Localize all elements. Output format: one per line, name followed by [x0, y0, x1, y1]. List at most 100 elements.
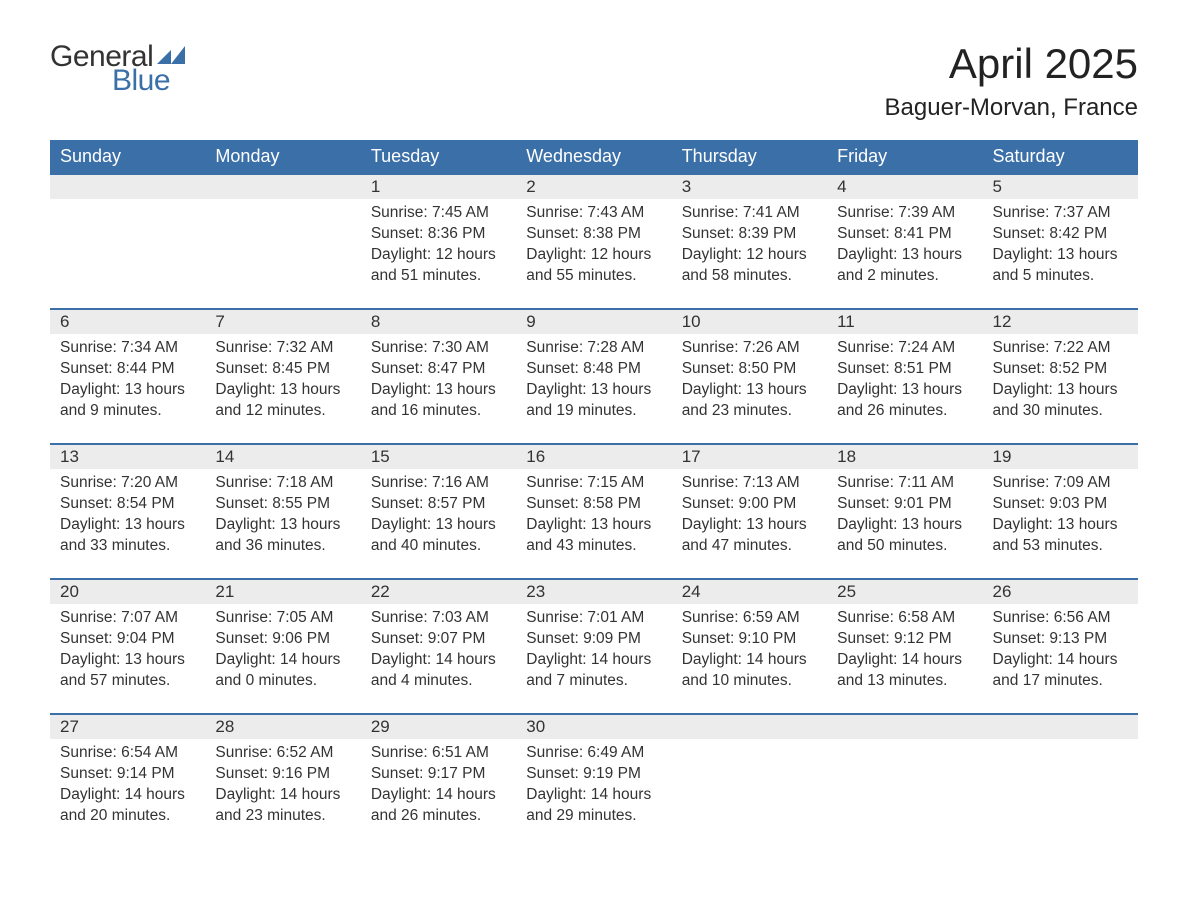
- day2-text: and 57 minutes.: [60, 671, 195, 692]
- day1-text: Daylight: 13 hours: [215, 515, 350, 536]
- sunset-text: Sunset: 9:06 PM: [215, 629, 350, 650]
- day1-text: Daylight: 13 hours: [993, 515, 1128, 536]
- sunrise-text: Sunrise: 7:28 AM: [526, 338, 661, 359]
- day1-text: Daylight: 13 hours: [682, 515, 817, 536]
- day1-text: Daylight: 14 hours: [60, 785, 195, 806]
- day-number-cell: 28: [205, 714, 360, 739]
- day-header: Friday: [827, 140, 982, 174]
- day2-text: and 4 minutes.: [371, 671, 506, 692]
- day-number: 20: [60, 582, 79, 601]
- day-number-cell: 15: [361, 444, 516, 469]
- day-number: 11: [837, 312, 855, 331]
- day-content-cell: Sunrise: 7:45 AMSunset: 8:36 PMDaylight:…: [361, 199, 516, 309]
- day-content-cell: Sunrise: 7:13 AMSunset: 9:00 PMDaylight:…: [672, 469, 827, 579]
- day1-text: Daylight: 13 hours: [60, 515, 195, 536]
- sunset-text: Sunset: 9:00 PM: [682, 494, 817, 515]
- day-number-cell: 12: [983, 309, 1138, 334]
- day-number-cell: 6: [50, 309, 205, 334]
- day-content-cell: [983, 739, 1138, 849]
- day-number: 9: [526, 312, 535, 331]
- calendar-table: Sunday Monday Tuesday Wednesday Thursday…: [50, 140, 1138, 849]
- day-number-cell: 5: [983, 174, 1138, 199]
- sunrise-text: Sunrise: 6:49 AM: [526, 743, 661, 764]
- day1-text: Daylight: 13 hours: [837, 245, 972, 266]
- day-content-cell: Sunrise: 6:59 AMSunset: 9:10 PMDaylight:…: [672, 604, 827, 714]
- day-number-cell: 24: [672, 579, 827, 604]
- day2-text: and 12 minutes.: [215, 401, 350, 422]
- day-number: 29: [371, 717, 390, 736]
- sunset-text: Sunset: 8:36 PM: [371, 224, 506, 245]
- sunset-text: Sunset: 9:07 PM: [371, 629, 506, 650]
- sunrise-text: Sunrise: 7:41 AM: [682, 203, 817, 224]
- day-content-cell: Sunrise: 7:24 AMSunset: 8:51 PMDaylight:…: [827, 334, 982, 444]
- sunrise-text: Sunrise: 7:11 AM: [837, 473, 972, 494]
- day-header: Wednesday: [516, 140, 671, 174]
- sunset-text: Sunset: 8:41 PM: [837, 224, 972, 245]
- sunset-text: Sunset: 8:57 PM: [371, 494, 506, 515]
- brand-logo: General Blue: [50, 40, 185, 98]
- logo-text-blue: Blue: [112, 64, 170, 98]
- day-number-cell: [205, 174, 360, 199]
- sunrise-text: Sunrise: 6:58 AM: [837, 608, 972, 629]
- sunset-text: Sunset: 8:52 PM: [993, 359, 1128, 380]
- day-content-cell: Sunrise: 6:51 AMSunset: 9:17 PMDaylight:…: [361, 739, 516, 849]
- day-number-cell: 11: [827, 309, 982, 334]
- day-content-cell: Sunrise: 7:39 AMSunset: 8:41 PMDaylight:…: [827, 199, 982, 309]
- sunrise-text: Sunrise: 7:16 AM: [371, 473, 506, 494]
- day1-text: Daylight: 13 hours: [837, 515, 972, 536]
- day2-text: and 26 minutes.: [371, 806, 506, 827]
- day1-text: Daylight: 13 hours: [371, 515, 506, 536]
- day1-text: Daylight: 14 hours: [837, 650, 972, 671]
- sunset-text: Sunset: 8:54 PM: [60, 494, 195, 515]
- day-number: 16: [526, 447, 545, 466]
- sunset-text: Sunset: 9:10 PM: [682, 629, 817, 650]
- day1-text: Daylight: 14 hours: [526, 650, 661, 671]
- day-number: 2: [526, 177, 535, 196]
- day1-text: Daylight: 12 hours: [682, 245, 817, 266]
- day-content-cell: Sunrise: 7:37 AMSunset: 8:42 PMDaylight:…: [983, 199, 1138, 309]
- day2-text: and 29 minutes.: [526, 806, 661, 827]
- day1-text: Daylight: 14 hours: [215, 650, 350, 671]
- sunrise-text: Sunrise: 7:13 AM: [682, 473, 817, 494]
- day2-text: and 7 minutes.: [526, 671, 661, 692]
- day-number-cell: 18: [827, 444, 982, 469]
- day-content-cell: Sunrise: 7:30 AMSunset: 8:47 PMDaylight:…: [361, 334, 516, 444]
- day1-text: Daylight: 13 hours: [682, 380, 817, 401]
- day-content-cell: Sunrise: 7:16 AMSunset: 8:57 PMDaylight:…: [361, 469, 516, 579]
- sunset-text: Sunset: 9:14 PM: [60, 764, 195, 785]
- day1-text: Daylight: 13 hours: [60, 650, 195, 671]
- day-number-cell: 30: [516, 714, 671, 739]
- day2-text: and 26 minutes.: [837, 401, 972, 422]
- day-header: Sunday: [50, 140, 205, 174]
- sunset-text: Sunset: 8:47 PM: [371, 359, 506, 380]
- day1-text: Daylight: 13 hours: [993, 380, 1128, 401]
- day1-text: Daylight: 13 hours: [837, 380, 972, 401]
- day-number: 12: [993, 312, 1012, 331]
- day-number: 8: [371, 312, 380, 331]
- day-number-cell: 20: [50, 579, 205, 604]
- sunset-text: Sunset: 9:12 PM: [837, 629, 972, 650]
- day-number-cell: 3: [672, 174, 827, 199]
- day2-text: and 40 minutes.: [371, 536, 506, 557]
- day-number: 21: [215, 582, 234, 601]
- day-number: 26: [993, 582, 1012, 601]
- sunset-text: Sunset: 9:19 PM: [526, 764, 661, 785]
- day2-text: and 20 minutes.: [60, 806, 195, 827]
- day2-text: and 23 minutes.: [215, 806, 350, 827]
- day2-text: and 19 minutes.: [526, 401, 661, 422]
- day-content-cell: [672, 739, 827, 849]
- sunset-text: Sunset: 8:58 PM: [526, 494, 661, 515]
- day-content-cell: Sunrise: 7:43 AMSunset: 8:38 PMDaylight:…: [516, 199, 671, 309]
- sunset-text: Sunset: 9:13 PM: [993, 629, 1128, 650]
- day-number-cell: 7: [205, 309, 360, 334]
- day-content-cell: Sunrise: 7:34 AMSunset: 8:44 PMDaylight:…: [50, 334, 205, 444]
- day-number: 14: [215, 447, 234, 466]
- day1-text: Daylight: 14 hours: [682, 650, 817, 671]
- day-content-row: Sunrise: 7:20 AMSunset: 8:54 PMDaylight:…: [50, 469, 1138, 579]
- sunset-text: Sunset: 8:44 PM: [60, 359, 195, 380]
- day-number: 24: [682, 582, 701, 601]
- day-number-cell: 17: [672, 444, 827, 469]
- day2-text: and 36 minutes.: [215, 536, 350, 557]
- sunrise-text: Sunrise: 7:01 AM: [526, 608, 661, 629]
- day-content-cell: Sunrise: 7:18 AMSunset: 8:55 PMDaylight:…: [205, 469, 360, 579]
